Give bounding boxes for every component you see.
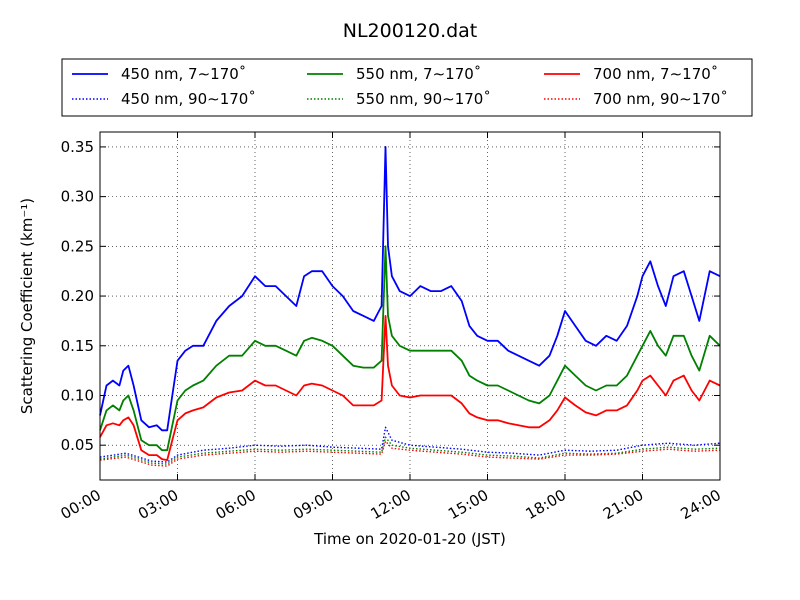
legend-box xyxy=(61,58,753,117)
y-tick-label: 0.35 xyxy=(61,138,94,156)
plot-background xyxy=(100,132,720,480)
series-line-2 xyxy=(99,245,721,452)
legend-label-2: 550 nm, 7∼170˚ xyxy=(356,65,481,83)
y-tick-label: 0.25 xyxy=(61,237,94,255)
grid-lines xyxy=(100,132,720,480)
series-lines xyxy=(99,145,721,467)
legend-label-3: 550 nm, 90∼170˚ xyxy=(356,90,491,108)
legend-label-0: 450 nm, 7∼170˚ xyxy=(121,65,246,83)
legend-label-1: 450 nm, 90∼170˚ xyxy=(121,90,256,108)
series-line-4 xyxy=(99,314,721,462)
series-line-1 xyxy=(99,426,721,463)
legend: 450 nm, 7∼170˚ 450 nm, 90∼170˚ 550 nm, 7∼1… xyxy=(61,58,753,117)
legend-label-4: 700 nm, 7∼170˚ xyxy=(593,65,718,83)
y-tick-label: 0.10 xyxy=(61,386,94,404)
chart-title: NL200120.dat xyxy=(343,20,478,42)
y-tick-label: 0.20 xyxy=(61,287,94,305)
y-axis-label: Scattering Coefficient (km⁻¹) xyxy=(18,198,36,414)
plot-area xyxy=(100,132,720,480)
y-tick-label: 0.30 xyxy=(61,188,94,206)
x-axis-label: Time on 2020-01-20 (JST) xyxy=(313,530,506,548)
y-tick-label: 0.05 xyxy=(61,436,94,454)
legend-label-5: 700 nm, 90∼170˚ xyxy=(593,90,728,108)
y-tick-label: 0.15 xyxy=(61,337,94,355)
y-axis-ticks: 0.05 0.10 0.15 0.20 0.25 0.30 0.35 xyxy=(61,138,720,454)
series-line-0 xyxy=(99,145,721,432)
